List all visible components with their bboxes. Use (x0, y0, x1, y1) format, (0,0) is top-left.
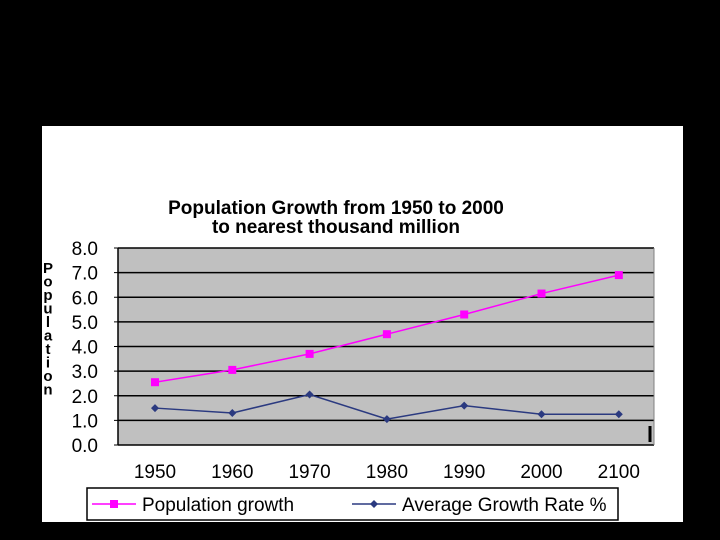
legend-label: Average Growth Rate % (402, 495, 607, 516)
chart-subtitle: to nearest thousand million (212, 217, 460, 238)
data-point (460, 310, 469, 319)
legend: Population growth Average Growth Rate % (86, 487, 619, 521)
data-point (537, 410, 546, 419)
x-tick-label: 1970 (288, 462, 330, 483)
y-label-letter: i (46, 355, 50, 372)
data-point (151, 404, 159, 413)
y-tick-label: 2.0 (72, 387, 98, 408)
y-label-letter: a (44, 328, 53, 345)
data-point (305, 349, 314, 358)
y-label-letter: P (43, 260, 53, 277)
y-tick-label: 6.0 (72, 288, 98, 309)
x-tick-label: 1950 (134, 462, 176, 483)
x-tick-label: 1990 (443, 462, 485, 483)
y-tick-label: 4.0 (72, 338, 98, 359)
chart-panel: Population Growth from 1950 to 2000 to n… (42, 126, 683, 522)
line-chart: Population Growth from 1950 to 2000 to n… (43, 198, 655, 521)
y-tick-label: 1.0 (72, 411, 98, 432)
data-point (382, 330, 391, 339)
y-tick-label: 8.0 (72, 239, 98, 260)
y-label-letter: n (43, 382, 52, 399)
data-point (305, 390, 314, 399)
y-tick-label: 7.0 (72, 264, 98, 285)
x-tick-label: 2000 (520, 462, 562, 483)
y-label-letter: o (43, 368, 52, 385)
x-tick-label: 2100 (598, 462, 640, 483)
data-point (151, 378, 159, 387)
x-tick-label: 1960 (211, 462, 253, 483)
data-point (228, 408, 237, 417)
x-tick-label: 1980 (366, 462, 408, 483)
data-point (537, 289, 546, 298)
y-axis-label: Population (43, 260, 53, 399)
chart-title: Population Growth from 1950 to 2000 (168, 198, 504, 219)
data-point (614, 271, 623, 280)
y-tick-label: 5.0 (72, 313, 98, 334)
data-point (228, 365, 237, 374)
y-label-letter: u (43, 301, 52, 318)
legend-marker (110, 500, 118, 508)
data-point (614, 410, 623, 419)
y-label-letter: p (43, 287, 52, 304)
data-point (460, 401, 469, 410)
y-label-letter: o (43, 274, 52, 291)
legend-marker (370, 500, 378, 508)
y-label-letter: l (46, 314, 50, 331)
y-tick-label: 0.0 (72, 436, 98, 457)
y-label-letter: t (46, 341, 51, 358)
y-tick-label: 3.0 (72, 362, 98, 383)
data-point (382, 415, 391, 424)
legend-label: Population growth (142, 495, 294, 516)
